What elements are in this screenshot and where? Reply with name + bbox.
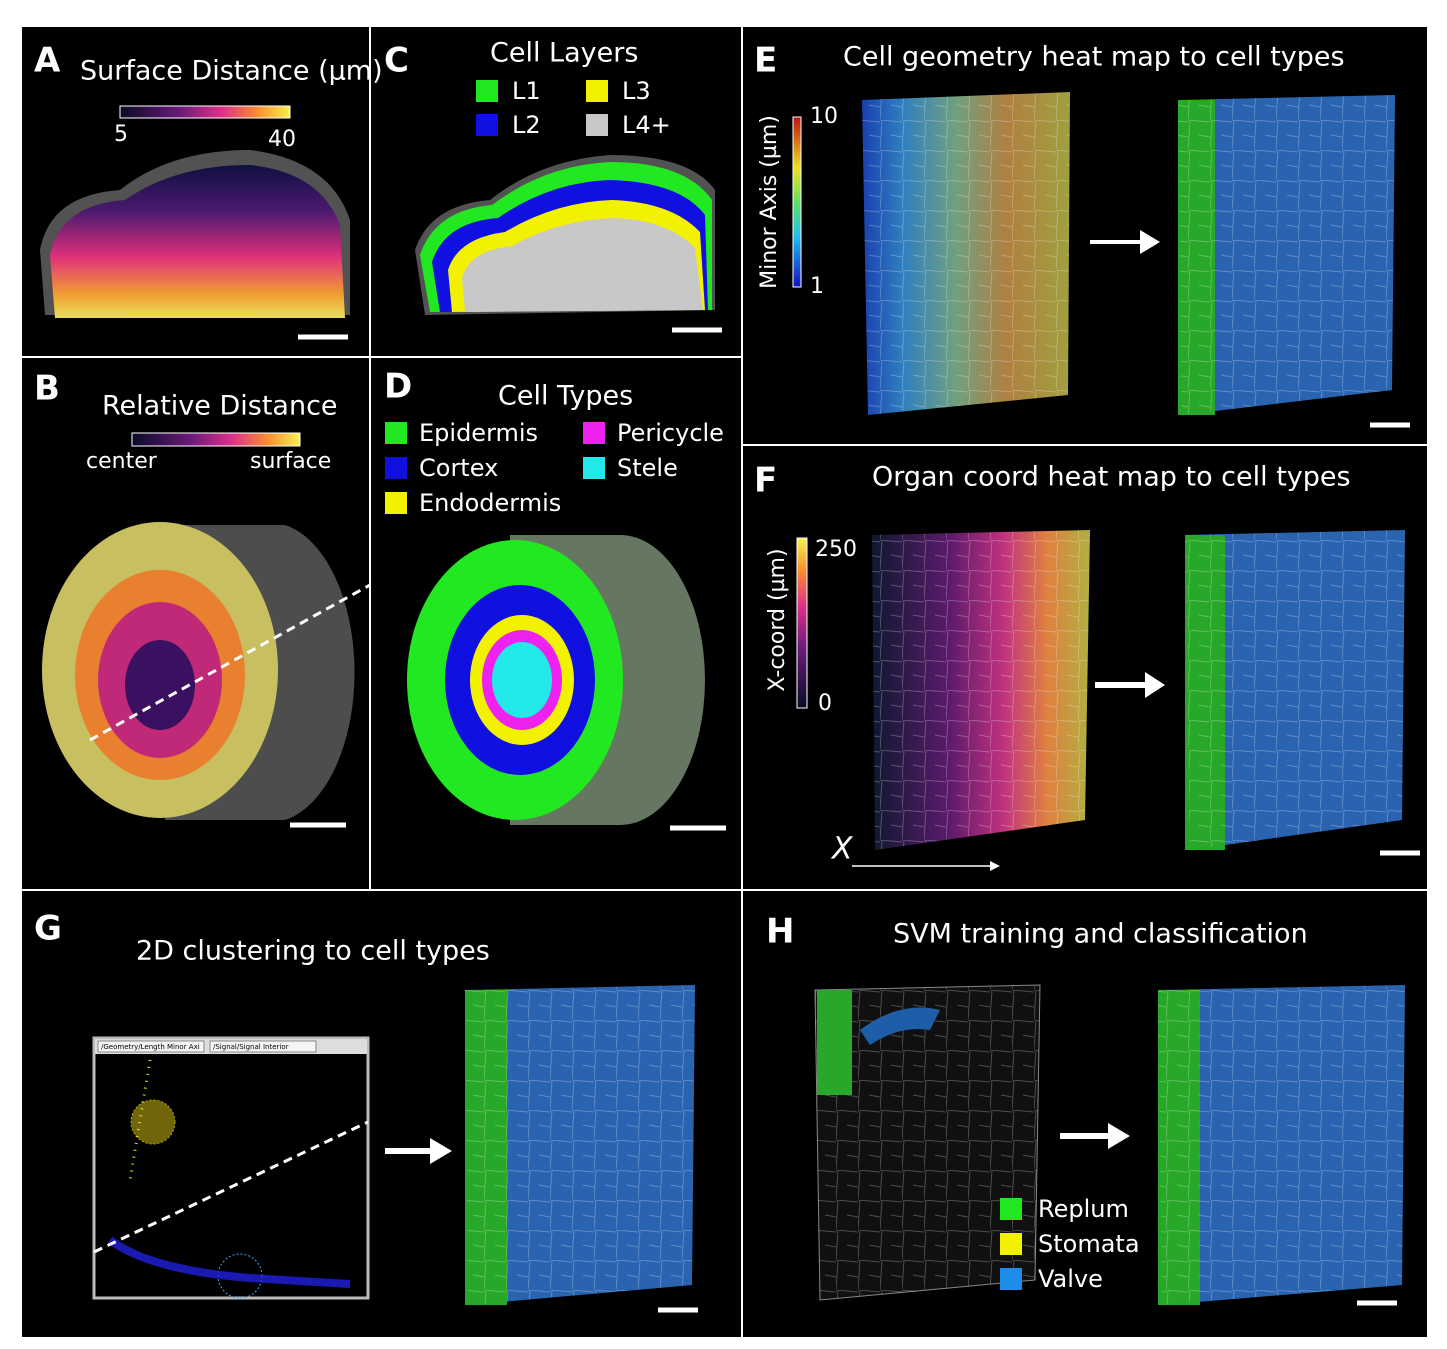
legend-label: Stomata bbox=[1038, 1230, 1140, 1258]
legend-swatch bbox=[476, 80, 498, 102]
panel-label: G bbox=[34, 909, 62, 949]
legend-swatch bbox=[583, 422, 605, 444]
colorbar-max: 250 bbox=[815, 537, 857, 562]
legend-swatch bbox=[586, 80, 608, 102]
panel-title: Cell Types bbox=[498, 381, 633, 412]
legend-label: L3 bbox=[622, 77, 651, 105]
legend-swatch bbox=[1000, 1233, 1022, 1255]
legend-swatch bbox=[586, 114, 608, 136]
tissue-cells bbox=[1185, 530, 1405, 850]
panel-label: A bbox=[34, 41, 61, 81]
panel-label: C bbox=[384, 41, 409, 81]
panel-title: 2D clustering to cell types bbox=[136, 936, 490, 967]
colorbar-title: Minor Axis (µm) bbox=[757, 115, 782, 289]
legend-swatch bbox=[583, 457, 605, 479]
panel-title: Organ coord heat map to cell types bbox=[872, 462, 1351, 493]
legend-label: L4+ bbox=[622, 111, 671, 139]
panel-title: Surface Distance (µm) bbox=[80, 56, 383, 87]
colorbar-max: 10 bbox=[810, 104, 838, 129]
dropdown-text: /Signal/Signal Interior bbox=[213, 1043, 289, 1051]
legend-label: Pericycle bbox=[617, 419, 724, 447]
colorbar-max: 40 bbox=[268, 127, 296, 152]
panel-label: B bbox=[34, 369, 60, 409]
figure: A Surface Distance (µm) 5 40 C Cell Laye… bbox=[0, 0, 1447, 1345]
legend-swatch bbox=[1000, 1198, 1022, 1220]
legend-label: L1 bbox=[512, 77, 541, 105]
legend-label: Cortex bbox=[419, 454, 498, 482]
legend-label: L2 bbox=[512, 111, 541, 139]
colorbar bbox=[120, 106, 290, 118]
scatter-window bbox=[94, 1038, 368, 1298]
legend-swatch bbox=[385, 492, 407, 514]
legend-swatch bbox=[476, 114, 498, 136]
panel-title: Relative Distance bbox=[102, 391, 338, 422]
cluster-stomata bbox=[131, 1100, 175, 1144]
legend-label: Epidermis bbox=[419, 419, 538, 447]
panel-label: E bbox=[754, 41, 777, 81]
axis-label: X bbox=[830, 832, 854, 867]
legend-label: Endodermis bbox=[419, 489, 561, 517]
panel-title: SVM training and classification bbox=[893, 919, 1308, 950]
legend-label: Replum bbox=[1038, 1195, 1129, 1223]
legend-label: Stele bbox=[617, 454, 678, 482]
tissue-cells bbox=[1178, 95, 1395, 415]
colorbar bbox=[132, 433, 300, 446]
tissue-cells bbox=[1158, 985, 1405, 1305]
colorbar-min: 1 bbox=[810, 274, 824, 299]
panel-label: H bbox=[766, 912, 794, 952]
colorbar bbox=[797, 538, 807, 708]
colorbar-min: 0 bbox=[818, 691, 832, 716]
tissue-cells bbox=[465, 985, 695, 1305]
colorbar-max: surface bbox=[250, 449, 331, 474]
panel-label: D bbox=[384, 367, 412, 407]
tissue-cells bbox=[872, 530, 1090, 850]
training-replum bbox=[817, 990, 852, 1095]
colorbar-min: center bbox=[86, 449, 158, 474]
colorbar-title: X-coord (µm) bbox=[765, 548, 790, 691]
colorbar bbox=[793, 117, 801, 287]
ring-stele bbox=[492, 642, 552, 718]
panel-title: Cell Layers bbox=[490, 38, 638, 69]
legend-swatch bbox=[1000, 1268, 1022, 1290]
legend-swatch bbox=[385, 422, 407, 444]
dropdown-text: /Geometry/Length Minor Axi bbox=[101, 1043, 200, 1051]
panel-title: Cell geometry heat map to cell types bbox=[843, 42, 1345, 73]
tissue-cells bbox=[862, 92, 1070, 415]
legend-label: Valve bbox=[1038, 1265, 1103, 1293]
panel-label: F bbox=[754, 461, 777, 501]
legend-swatch bbox=[385, 457, 407, 479]
colorbar-min: 5 bbox=[114, 122, 128, 147]
